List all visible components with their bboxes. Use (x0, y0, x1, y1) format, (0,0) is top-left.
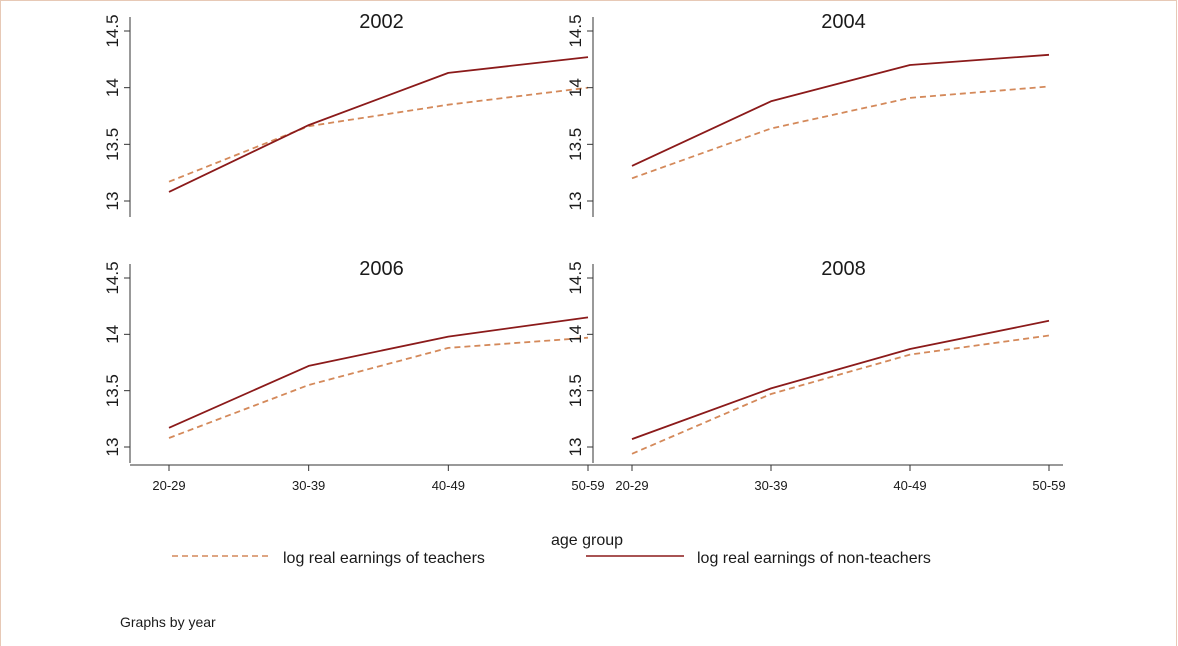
y-tick-label-2006-0: 13 (103, 438, 122, 457)
series-line-non-teachers-2002 (168, 56, 589, 193)
y-tick-label-2002-1: 13.5 (103, 128, 122, 161)
panel-title-2006: 2006 (359, 258, 404, 280)
series-line-teachers-2008 (631, 334, 1050, 455)
y-tick-label-2008-3: 14.5 (566, 261, 585, 294)
panel-title-2004: 2004 (821, 11, 866, 33)
x-tick-label-2008-1: 30-39 (754, 478, 787, 493)
y-tick-label-2002-3: 14.5 (103, 14, 122, 47)
x-tick-label-2006-0: 20-29 (152, 478, 185, 493)
x-axis-label: age group (551, 532, 623, 549)
y-tick-label-2004-2: 14 (566, 78, 585, 97)
series-line-non-teachers-2006 (168, 316, 589, 429)
y-tick-label-2002-0: 13 (103, 192, 122, 211)
series-line-non-teachers-2004 (631, 53, 1050, 167)
series-line-teachers-2004 (631, 85, 1050, 180)
y-tick-label-2004-3: 14.5 (566, 14, 585, 47)
series-line-non-teachers-2008 (631, 319, 1050, 440)
y-tick-label-2006-3: 14.5 (103, 261, 122, 294)
x-tick-label-2008-2: 40-49 (893, 478, 926, 493)
y-tick-label-2008-2: 14 (566, 325, 585, 344)
legend-label-non-teachers: log real earnings of non-teachers (697, 550, 931, 567)
y-tick-label-2008-1: 13.5 (566, 374, 585, 407)
y-tick-label-2002-2: 14 (103, 78, 122, 97)
graphs-by-note: Graphs by year (120, 614, 216, 630)
x-tick-label-2008-3: 50-59 (1032, 478, 1065, 493)
x-tick-label-2008-0: 20-29 (615, 478, 648, 493)
y-tick-label-2006-1: 13.5 (103, 374, 122, 407)
panel-title-2002: 2002 (359, 11, 404, 33)
x-tick-label-2006-2: 40-49 (432, 478, 465, 493)
y-tick-label-2008-0: 13 (566, 438, 585, 457)
legend-label-teachers: log real earnings of teachers (283, 550, 485, 567)
y-tick-label-2004-0: 13 (566, 192, 585, 211)
series-line-teachers-2006 (168, 336, 589, 439)
panel-title-2008: 2008 (821, 258, 866, 280)
x-tick-label-2006-1: 30-39 (292, 478, 325, 493)
series-line-teachers-2002 (168, 86, 589, 183)
y-tick-label-2006-2: 14 (103, 325, 122, 344)
y-tick-label-2004-1: 13.5 (566, 128, 585, 161)
x-tick-label-2006-3: 50-59 (571, 478, 604, 493)
